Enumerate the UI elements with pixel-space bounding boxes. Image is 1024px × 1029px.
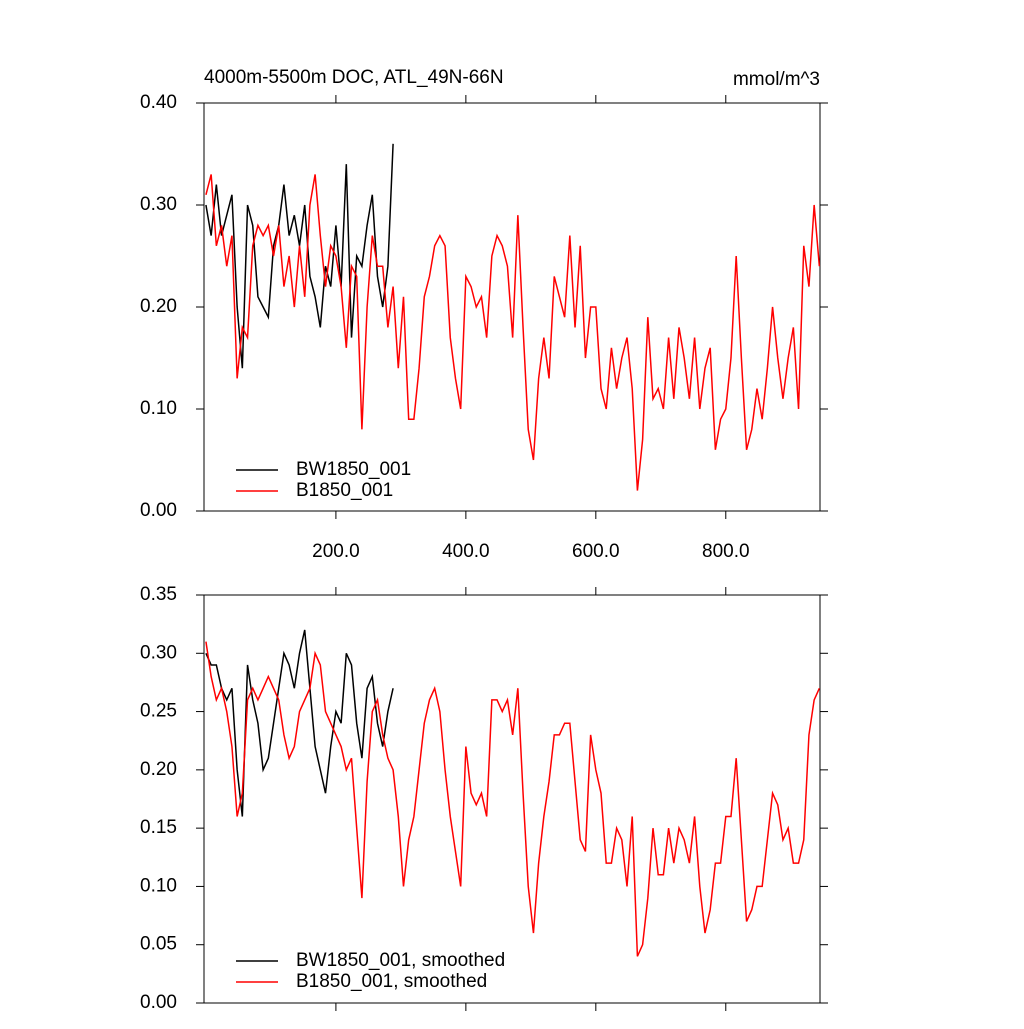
y-tick-label: 0.15	[140, 817, 177, 838]
x-tick-label: 200.0	[312, 541, 360, 562]
legend-label: B1850_001	[296, 480, 393, 501]
series-line	[205, 174, 821, 491]
x-tick-label: 800.0	[702, 541, 750, 562]
y-tick-label: 0.30	[140, 642, 177, 663]
y-tick-label: 0.20	[140, 759, 177, 780]
series-line	[205, 641, 821, 957]
x-tick-label: 600.0	[572, 541, 620, 562]
series-line	[205, 143, 394, 369]
y-tick-label: 0.00	[140, 500, 177, 521]
plot-frame	[203, 594, 821, 1004]
y-tick-label: 0.40	[140, 92, 177, 113]
y-tick-label: 0.10	[140, 875, 177, 896]
y-tick-label: 0.25	[140, 701, 177, 722]
legend-label: BW1850_001, smoothed	[296, 950, 505, 971]
y-tick-label: 0.00	[140, 992, 177, 1013]
chart-title: 4000m-5500m DOC, ATL_49N-66N	[204, 67, 504, 88]
legend-label: B1850_001, smoothed	[296, 971, 487, 992]
y-tick-label: 0.10	[140, 398, 177, 419]
y-tick-label: 0.20	[140, 296, 177, 317]
x-tick-label: 400.0	[442, 541, 490, 562]
plot-frame	[203, 102, 821, 512]
units-label: mmol/m^3	[733, 69, 820, 90]
y-tick-label: 0.35	[140, 584, 177, 605]
series-line	[205, 629, 394, 817]
y-tick-label: 0.05	[140, 934, 177, 955]
legend-label: BW1850_001	[296, 459, 411, 480]
y-tick-label: 0.30	[140, 194, 177, 215]
